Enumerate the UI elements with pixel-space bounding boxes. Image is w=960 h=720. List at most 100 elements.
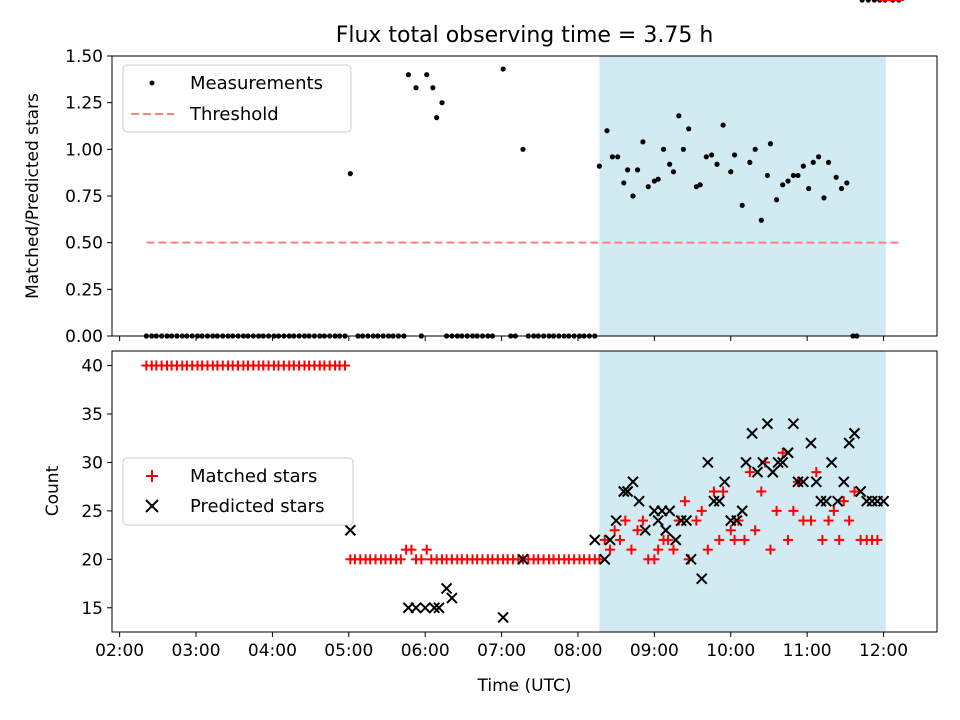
point-measurements	[686, 126, 692, 132]
point-predicted-stars	[627, 476, 639, 488]
point-predicted-stars	[633, 495, 645, 507]
point-predicted-stars	[843, 437, 855, 449]
point-matched-stars	[714, 534, 725, 545]
y-tick-label-ratio: 1.25	[65, 94, 103, 114]
point-predicted-stars	[740, 456, 752, 469]
legend-label-predicted: Predicted stars	[190, 496, 324, 517]
point-predicted-stars	[589, 534, 601, 546]
chart-title: Flux total observing time = 3.75 h	[336, 23, 714, 48]
point-predicted-stars	[410, 602, 422, 614]
point-predicted-stars	[670, 534, 682, 546]
point-predicted-stars	[428, 602, 441, 614]
x-tick-label: 05:00	[324, 641, 373, 661]
point-matched-stars	[614, 534, 625, 545]
point-measurements	[697, 182, 703, 188]
point-matched-stars	[725, 525, 736, 536]
point-predicted-stars	[805, 437, 817, 449]
point-predicted-stars	[736, 505, 748, 517]
point-matched-stars	[620, 515, 631, 526]
point-matched-stars	[838, 496, 849, 507]
count-legend: Matched stars Predicted stars	[122, 457, 354, 526]
legend-marker-predicted	[145, 499, 159, 513]
y-tick-label-ratio: 0.75	[65, 187, 103, 207]
point-predicted-stars	[825, 456, 838, 469]
point-measurements	[424, 72, 430, 78]
point-matched-stars	[679, 496, 690, 507]
point-predicted-stars	[685, 553, 697, 566]
point-measurements	[758, 217, 764, 223]
point-predicted-stars	[746, 427, 758, 440]
point-measurements	[439, 100, 445, 106]
point-measurements	[660, 146, 667, 152]
highlight-span-counts	[599, 351, 886, 632]
point-predicted-stars	[848, 427, 861, 440]
point-matched-stars	[626, 544, 637, 555]
point-measurements	[709, 152, 715, 158]
x-tick-label: 06:00	[401, 641, 450, 661]
point-matched-stars	[696, 505, 707, 516]
ratio-plot-frame	[111, 55, 938, 337]
point-measurements	[833, 174, 839, 180]
point-measurements	[865, 0, 871, 3]
y-tick-label-counts: 35	[81, 405, 103, 425]
ratio-legend-frame	[122, 64, 352, 133]
point-predicted-stars	[621, 485, 634, 498]
point-matched-stars	[708, 486, 719, 497]
count-legend-frame	[122, 457, 354, 526]
x-tick-label: 11:00	[783, 641, 832, 661]
point-predicted-stars	[652, 514, 664, 527]
point-measurements	[785, 178, 791, 184]
y-tick-label-ratio: 0.25	[65, 280, 103, 300]
legend-marker-matched	[146, 470, 158, 482]
top-highlight-span	[599, 56, 886, 336]
point-matched-stars	[691, 515, 702, 526]
point-measurements	[670, 169, 677, 175]
point-matched-stars	[649, 554, 660, 565]
x-tick-label: 10:00	[706, 641, 755, 661]
point-predicted-stars	[831, 495, 844, 507]
point-measurements	[859, 0, 865, 3]
count-y-axis-label: Count	[43, 465, 63, 516]
point-predicted-stars	[757, 456, 769, 469]
point-matched-stars	[828, 505, 839, 516]
y-tick-label-counts: 40	[81, 357, 103, 377]
point-matched-stars	[609, 525, 620, 536]
point-predicted-stars	[599, 553, 611, 566]
point-predicted-stars	[419, 602, 431, 614]
point-measurements	[815, 154, 822, 160]
point-measurements	[714, 161, 720, 167]
legend-label-threshold: Threshold	[189, 104, 279, 125]
point-measurements	[825, 159, 832, 165]
point-matched-stars	[406, 544, 417, 555]
point-matched-stars	[339, 360, 350, 371]
point-matched-stars	[756, 486, 767, 497]
point-matched-stars	[817, 534, 828, 545]
point-predicted-stars	[751, 466, 764, 478]
point-predicted-stars	[776, 456, 789, 469]
point-matched-stars	[771, 505, 782, 516]
point-measurements	[434, 115, 440, 121]
point-predicted-stars	[433, 602, 445, 614]
point-matched-stars	[718, 486, 729, 497]
point-matched-stars	[739, 534, 750, 545]
point-predicted-stars	[877, 495, 890, 507]
point-measurements	[604, 128, 610, 134]
point-matched-stars	[811, 467, 822, 478]
x-tick-label: 09:00	[630, 641, 679, 661]
point-predicted-stars	[660, 524, 672, 536]
point-predicted-stars	[787, 417, 800, 430]
y-tick-label-ratio: 1.00	[65, 140, 103, 160]
x-tick-label: 08:00	[553, 641, 602, 661]
point-predicted-stars	[440, 582, 453, 595]
point-measurements	[520, 146, 526, 152]
point-measurements	[739, 202, 745, 208]
x-tick-label: 12:00	[859, 641, 908, 661]
point-predicted-stars	[618, 485, 630, 498]
point-matched-stars	[729, 534, 740, 545]
point-predicted-stars	[797, 476, 810, 488]
point-matched-stars	[849, 486, 860, 497]
point-predicted-stars	[820, 495, 832, 507]
point-measurements	[795, 172, 801, 179]
point-measurements	[500, 66, 506, 72]
count-plot-frame	[111, 350, 938, 633]
